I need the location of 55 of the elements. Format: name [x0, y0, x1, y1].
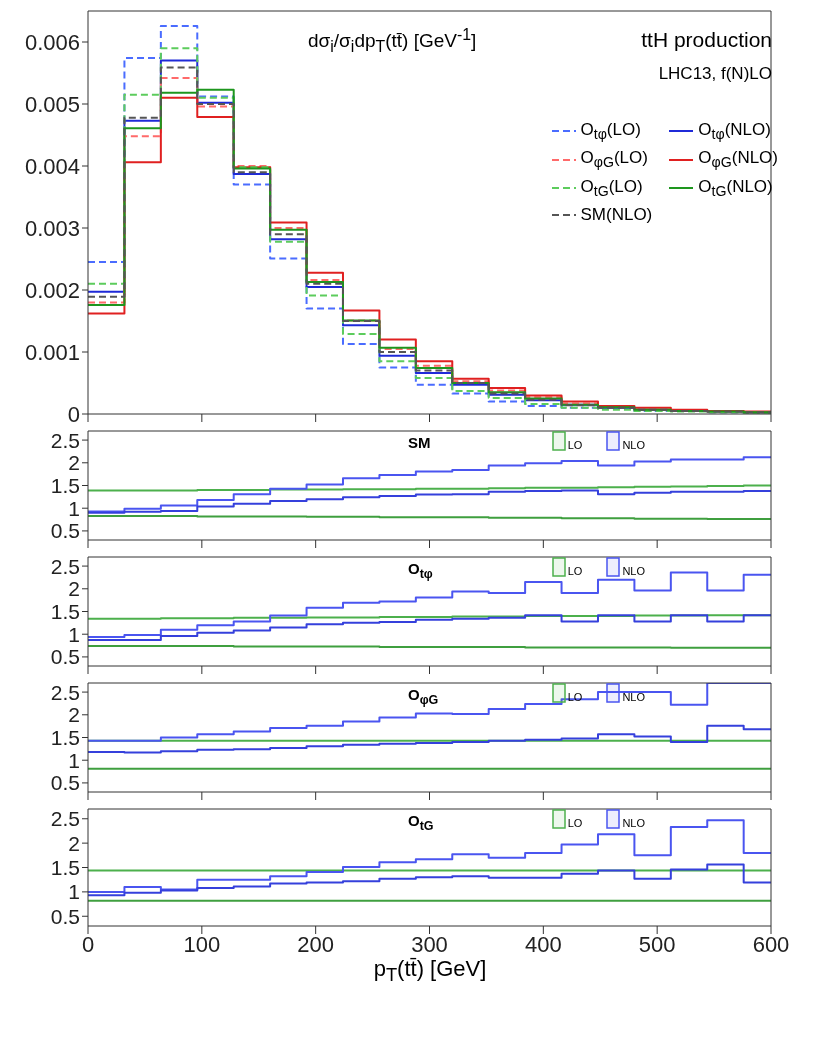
y-tick-label: 0.005 — [24, 91, 80, 117]
y-tick-label: 1 — [68, 748, 80, 772]
legend-label: O$_{tφ}$(LO) — [580, 120, 641, 143]
legend-label: NLO — [622, 439, 645, 451]
x-tick-label: 300 — [411, 931, 448, 957]
annotation: ttH production — [641, 28, 772, 51]
y-tick-label: 0.006 — [24, 29, 80, 55]
chart-title: O$_{φG}$ — [408, 686, 439, 707]
y-tick-label: 2.5 — [50, 428, 80, 452]
y-tick-label: 1 — [68, 880, 80, 904]
legend-label: NLO — [622, 565, 645, 577]
y-tick-label: 2 — [68, 831, 80, 855]
y-tick-label: 0.001 — [24, 339, 80, 365]
chart-title: O$_{tφ}$ — [408, 560, 433, 581]
x-tick-label: 100 — [183, 931, 221, 957]
y-tick-label: 0.5 — [50, 645, 80, 669]
y-tick-label: 1.5 — [50, 599, 80, 623]
legend-label: O$_{tφ}$(NLO) — [698, 120, 771, 143]
y-tick-label: 2 — [68, 577, 80, 601]
y-tick-label: 0.5 — [50, 904, 80, 928]
legend-label: NLO — [622, 817, 645, 829]
legend-label: O$_{tG}$(LO) — [580, 176, 643, 200]
chart-title: SM — [408, 434, 431, 451]
legend-label: SM(NLO) — [580, 205, 653, 226]
legend-label: O$_{φG}$(LO) — [580, 148, 648, 171]
y-tick-label: 1.5 — [50, 855, 80, 879]
y-tick-label: 2.5 — [50, 680, 80, 704]
legend-label: LO — [567, 817, 583, 829]
x-tick-label: 400 — [524, 931, 562, 957]
legend-label: LO — [567, 439, 583, 451]
x-tick-label: 200 — [297, 931, 335, 957]
y-tick-label: 1.5 — [50, 725, 80, 749]
x-tick-label: 500 — [638, 931, 676, 957]
y-tick-label: 1.5 — [50, 473, 80, 497]
y-tick-label: 0.002 — [24, 277, 80, 303]
y-tick-label: 0.004 — [24, 153, 80, 179]
legend-label: LO — [567, 565, 583, 577]
legend-label: O$_{φG}$(NLO) — [698, 148, 778, 171]
y-tick-label: 1 — [68, 496, 80, 520]
chart-title: O$_{tG}$ — [408, 812, 434, 833]
y-tick-label: 2.5 — [50, 554, 80, 578]
y-tick-label: 0.5 — [50, 771, 80, 795]
y-tick-label: 0.003 — [24, 215, 80, 241]
y-tick-label: 2.5 — [50, 807, 80, 831]
legend-label: O$_{tG}$(NLO) — [698, 176, 773, 200]
y-tick-label: 2 — [68, 703, 80, 727]
y-tick-label: 0 — [67, 401, 80, 427]
x-axis-title: p$_{T}$(tt̄) [GeV] — [373, 956, 487, 986]
y-tick-label: 0.5 — [50, 519, 80, 543]
annotation: LHC13, f(N)LO — [658, 64, 772, 83]
y-tick-label: 1 — [68, 622, 80, 646]
legend-label: NLO — [622, 691, 645, 703]
x-tick-label: 600 — [752, 931, 790, 957]
text: dσ$_{i}$/σ$_{i}$dp$_{T}$(tt̄) [GeV$^{-1}$] — [308, 26, 477, 56]
y-tick-label: 2 — [68, 451, 80, 475]
